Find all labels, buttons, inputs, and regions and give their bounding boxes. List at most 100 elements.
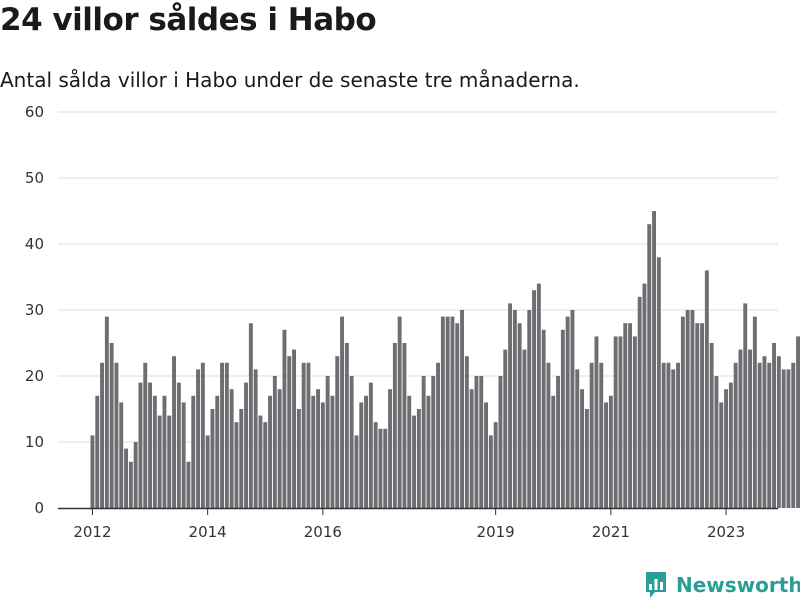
x-tick-label: 2023	[707, 523, 745, 541]
chart-title: 24 villor såldes i Habo	[0, 2, 377, 38]
bar	[119, 402, 124, 508]
bar	[479, 376, 484, 508]
bar	[268, 395, 272, 508]
bar	[320, 402, 325, 508]
bar	[599, 362, 604, 508]
bar	[714, 376, 719, 508]
x-tick-label: 2019	[477, 523, 515, 541]
bar	[176, 382, 181, 508]
bar	[311, 395, 316, 508]
bar	[128, 461, 133, 508]
bar	[604, 402, 608, 508]
bar	[647, 224, 652, 508]
bar	[690, 310, 695, 508]
bar	[767, 362, 772, 508]
bar	[776, 356, 781, 508]
bar	[186, 461, 191, 508]
bar	[575, 369, 580, 508]
bar	[738, 349, 743, 508]
bar	[676, 362, 680, 508]
bar	[167, 415, 172, 508]
bar	[503, 349, 508, 508]
y-tick-label: 50	[25, 169, 44, 187]
bar	[450, 316, 455, 508]
brand-logo: Newsworthy	[644, 570, 800, 600]
bar	[229, 389, 234, 508]
bar	[440, 316, 445, 508]
bar	[253, 369, 258, 508]
bar	[527, 310, 532, 508]
bar	[436, 362, 440, 508]
bar	[109, 343, 114, 508]
bar	[724, 389, 728, 508]
bar	[354, 435, 359, 508]
bar	[748, 349, 752, 508]
bar	[138, 382, 143, 508]
bar	[522, 349, 527, 508]
bar	[258, 415, 263, 508]
newsworthy-logo-icon	[646, 572, 666, 598]
bar	[330, 395, 335, 508]
bar	[791, 362, 796, 508]
bar	[191, 395, 196, 508]
bar	[296, 409, 301, 508]
bar	[536, 283, 541, 508]
bar	[498, 376, 503, 508]
bar	[637, 296, 642, 508]
bar	[272, 376, 277, 508]
bar	[618, 336, 623, 508]
bar	[484, 402, 488, 508]
bar	[733, 362, 738, 508]
bar	[143, 362, 148, 508]
bar	[613, 336, 618, 508]
bar	[551, 395, 556, 508]
bar	[685, 310, 690, 508]
bar	[239, 409, 244, 508]
bar	[234, 422, 239, 508]
brand-name: Newsworthy	[676, 573, 800, 597]
bar	[416, 409, 421, 508]
bar	[224, 362, 229, 508]
bar	[378, 428, 383, 508]
bar	[469, 389, 474, 508]
bar	[594, 336, 599, 508]
bar	[397, 316, 402, 508]
bar	[148, 382, 152, 508]
bar	[493, 422, 498, 508]
x-tick-label: 2012	[73, 523, 111, 541]
bar	[172, 356, 176, 508]
bar	[205, 435, 210, 508]
bar	[287, 356, 292, 508]
bar	[292, 349, 296, 508]
bar	[580, 389, 584, 508]
bar	[565, 316, 570, 508]
bar	[546, 362, 551, 508]
bar	[623, 323, 628, 508]
bar	[728, 382, 733, 508]
bar	[455, 323, 460, 508]
y-tick-label: 40	[25, 235, 44, 253]
bar	[680, 316, 685, 508]
x-tick-label: 2021	[592, 523, 630, 541]
bar	[277, 389, 282, 508]
bar	[474, 376, 479, 508]
bar	[584, 409, 589, 508]
bar	[445, 316, 450, 508]
bar	[301, 362, 306, 508]
bar	[532, 290, 536, 508]
bar	[90, 435, 95, 508]
bar	[589, 362, 594, 508]
bar	[181, 402, 186, 508]
bar	[772, 343, 776, 508]
bar	[412, 415, 416, 508]
bar	[282, 329, 287, 508]
bar	[556, 376, 560, 508]
chart-subtitle: Antal sålda villor i Habo under de senas…	[0, 68, 580, 92]
bar	[244, 382, 248, 508]
bar	[407, 395, 412, 508]
y-tick-label: 20	[25, 367, 44, 385]
bar	[642, 283, 647, 508]
bar	[200, 362, 205, 508]
bar	[488, 435, 493, 508]
bar	[608, 395, 613, 508]
